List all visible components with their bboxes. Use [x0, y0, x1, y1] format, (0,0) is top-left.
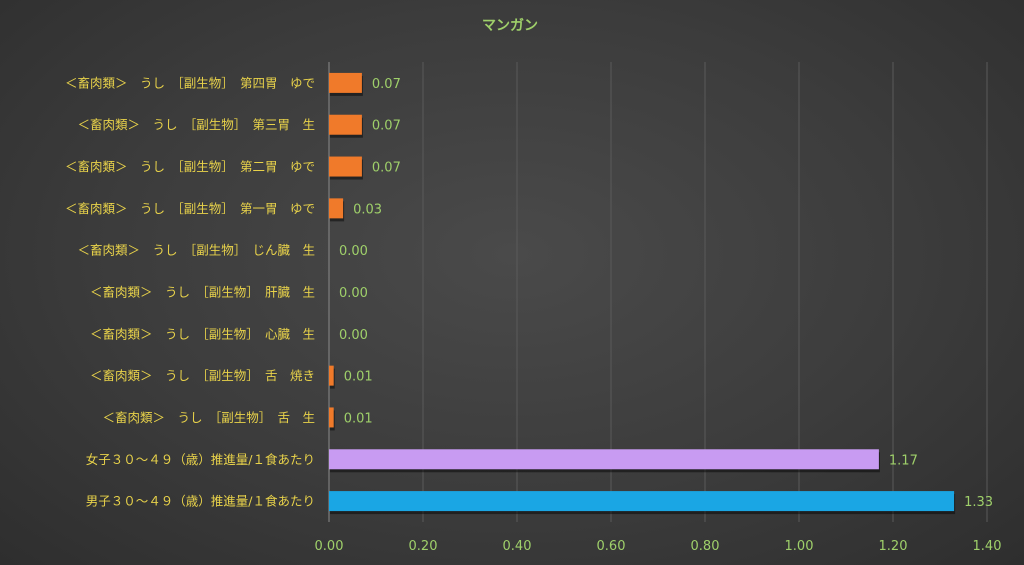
category-label: ＜畜肉類＞ うし ［副生物］ 第二胃 ゆで [65, 159, 315, 174]
data-label: 0.07 [372, 77, 401, 92]
x-tick-label: 0.80 [691, 539, 720, 554]
data-label: 0.01 [344, 370, 373, 385]
data-label: 1.33 [964, 495, 993, 510]
bar [329, 491, 955, 512]
category-labels: ＜畜肉類＞ うし ［副生物］ 第四胃 ゆで ＜畜肉類＞ うし ［副生物］ 第三胃 … [65, 75, 315, 508]
category-label: ＜畜肉類＞ うし ［副生物］ 第一胃 ゆで [65, 201, 315, 216]
data-label: 0.00 [339, 328, 368, 343]
gridlines [328, 62, 988, 522]
category-label: 男子３０～４９（歳）推進量/１食あたり [86, 494, 315, 509]
bar [329, 114, 362, 135]
bar [329, 407, 334, 428]
category-label: ＜畜肉類＞ うし ［副生物］ 肝臓 生 [90, 285, 315, 300]
x-tick-label: 1.20 [879, 539, 908, 554]
data-label: 0.00 [339, 244, 368, 259]
x-tick-label: 0.60 [597, 539, 626, 554]
category-label: ＜畜肉類＞ うし ［副生物］ 心臓 生 [90, 326, 315, 341]
category-label: 女子３０～４９（歳）推進量/１食あたり [86, 452, 315, 467]
x-axis-ticks: 0.00 0.20 0.40 0.60 0.80 1.00 1.20 1.40 [315, 539, 1002, 554]
chart-title: マンガン [482, 18, 538, 34]
data-label: 0.07 [372, 161, 401, 176]
category-label: ＜畜肉類＞ うし ［副生物］ 第四胃 ゆで [65, 75, 315, 90]
data-labels: 0.07 0.07 0.07 0.03 0.00 0.00 0.00 0.01 0.01 1.17… [339, 77, 993, 510]
bar [329, 72, 362, 93]
x-tick-label: 0.20 [409, 539, 438, 554]
bar [329, 449, 879, 470]
x-tick-label: 1.40 [973, 539, 1002, 554]
data-label: 0.07 [372, 119, 401, 134]
data-label: 0.00 [339, 286, 368, 301]
category-label: ＜畜肉類＞ うし ［副生物］ じん臓 生 [77, 243, 315, 258]
data-label: 1.17 [889, 453, 918, 468]
data-label: 0.01 [344, 411, 373, 426]
category-label: ＜畜肉類＞ うし ［副生物］ 舌 焼き [90, 368, 315, 383]
bar [329, 198, 344, 219]
x-tick-label: 1.00 [785, 539, 814, 554]
bars [329, 72, 956, 515]
category-label: ＜畜肉類＞ うし ［副生物］ 第三胃 生 [77, 117, 315, 132]
data-label: 0.03 [353, 202, 382, 217]
category-label: ＜畜肉類＞ うし ［副生物］ 舌 生 [102, 410, 315, 425]
bar [329, 365, 334, 386]
bar [329, 156, 362, 177]
x-tick-label: 0.00 [315, 539, 344, 554]
x-tick-label: 0.40 [503, 539, 532, 554]
